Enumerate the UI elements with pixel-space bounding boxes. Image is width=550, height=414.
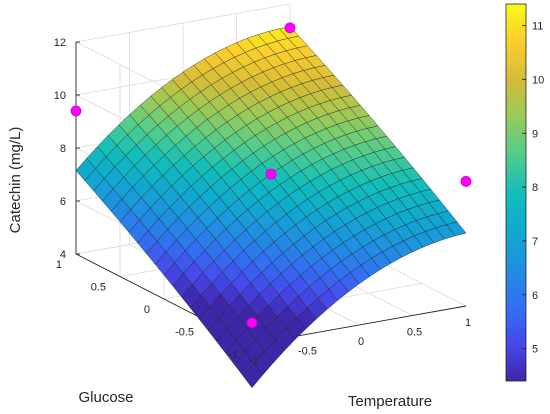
response-surface xyxy=(75,26,467,389)
colorbar-tick-label: 6 xyxy=(532,290,538,302)
data-point xyxy=(460,176,472,187)
y-tick-label: -0.5 xyxy=(175,327,194,339)
data-point xyxy=(246,317,258,329)
x-tick-label: 0.5 xyxy=(407,327,422,339)
x-tick-label: 0 xyxy=(358,336,364,348)
data-point xyxy=(284,22,296,34)
x-tick-label: -0.5 xyxy=(298,346,317,358)
y-tick-label: -1 xyxy=(228,349,238,361)
z-tick-label: 10 xyxy=(54,90,66,102)
z-tick-label: 12 xyxy=(54,37,66,49)
x-axis-label: Temperature xyxy=(348,393,432,410)
axis-ticks: 4 6 8 10 12 -1 -0.5 0 0.5 1 -1 -0.5 0 0.5 1 xyxy=(54,37,471,367)
z-axis-label: Catechin (mg/L) xyxy=(7,127,24,234)
grid-line xyxy=(75,3,291,43)
z-tick-label: 4 xyxy=(60,249,66,261)
colorbar-gradient xyxy=(505,3,527,382)
y-tick-label: 0 xyxy=(144,304,150,316)
z-tick-label: 8 xyxy=(60,143,66,155)
colorbar-tick-label: 8 xyxy=(532,182,538,194)
x-tick-label: 1 xyxy=(465,317,471,329)
colorbar-tick-label: 5 xyxy=(532,344,538,356)
y-tick-label: 0.5 xyxy=(91,282,106,294)
surface-patch xyxy=(446,221,467,237)
colorbar-tick-label: 11 xyxy=(532,21,543,33)
data-point xyxy=(70,105,82,117)
colorbar-tick-label: 9 xyxy=(532,128,538,140)
z-tick-label: 6 xyxy=(60,196,66,208)
colorbar-tick-label: 7 xyxy=(532,236,538,248)
colorbar-tick-label: 10 xyxy=(532,74,544,86)
x-tick-label: -1 xyxy=(249,355,259,367)
experimental-points xyxy=(70,22,472,329)
data-point xyxy=(265,168,277,180)
colorbar: 5 6 7 8 9 10 11 xyxy=(505,3,544,382)
y-tick-label: 1 xyxy=(56,259,62,271)
y-axis-label: Glucose xyxy=(78,389,133,406)
colorbar-ticks: 5 6 7 8 9 10 11 xyxy=(522,21,544,356)
